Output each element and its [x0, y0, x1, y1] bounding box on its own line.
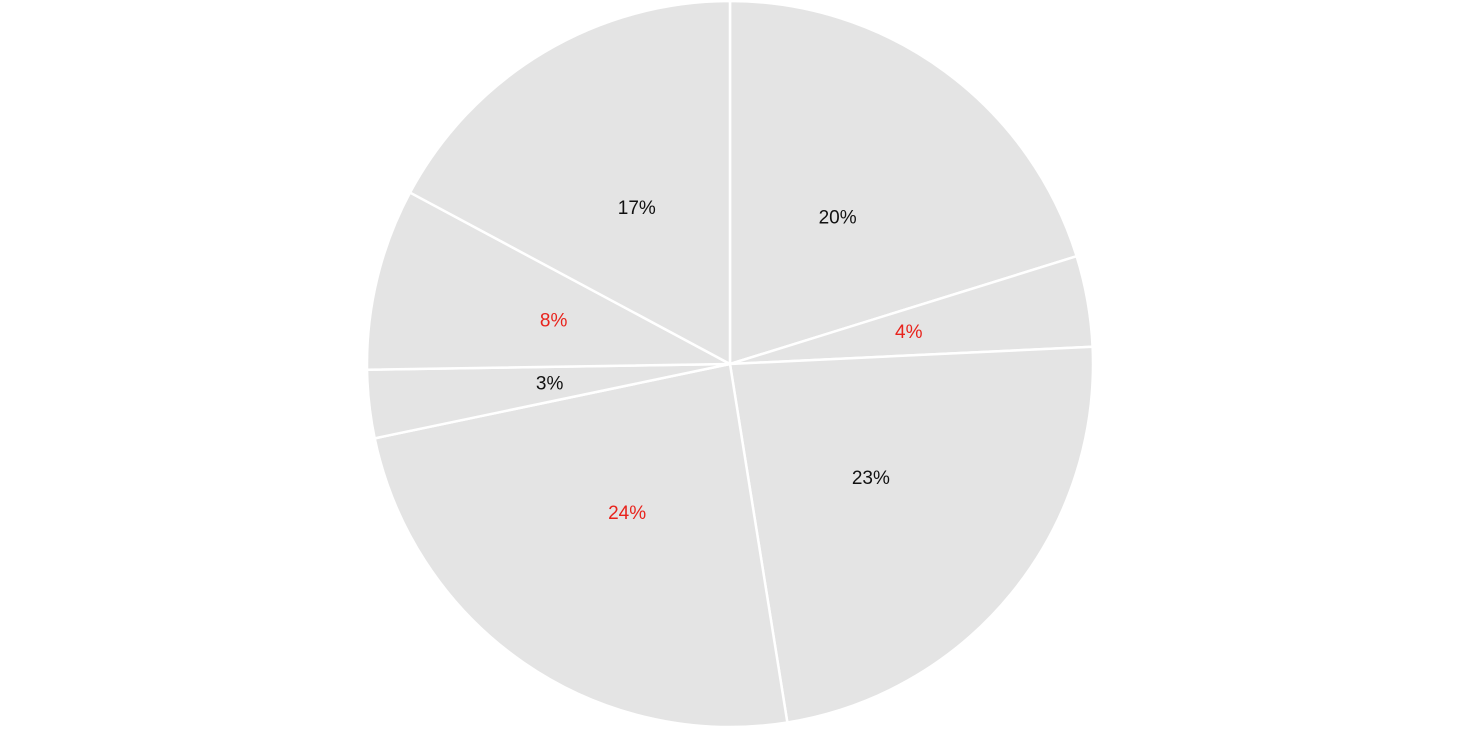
- pie-slice-3: [373, 362, 789, 729]
- pie-slice-label-4: 3%: [536, 374, 564, 395]
- pie-slice-label-6: 17%: [618, 198, 656, 219]
- pie-slice-label-2: 23%: [852, 468, 890, 489]
- pie-slice-6: [408, 0, 732, 366]
- pie-slice-label-1: 4%: [895, 322, 923, 343]
- pie-slice-0: [728, 0, 1078, 366]
- pie-slice-5: [365, 191, 732, 372]
- pie-slice-label-3: 24%: [608, 503, 646, 524]
- pie-slice-label-5: 8%: [540, 311, 568, 332]
- pie-slice-label-0: 20%: [819, 207, 857, 228]
- pie-slice-2: [728, 345, 1095, 724]
- pie-labels: 20% 4% 23% 24% 3% 8% 17%: [536, 198, 923, 524]
- pie-slices: [365, 0, 1095, 729]
